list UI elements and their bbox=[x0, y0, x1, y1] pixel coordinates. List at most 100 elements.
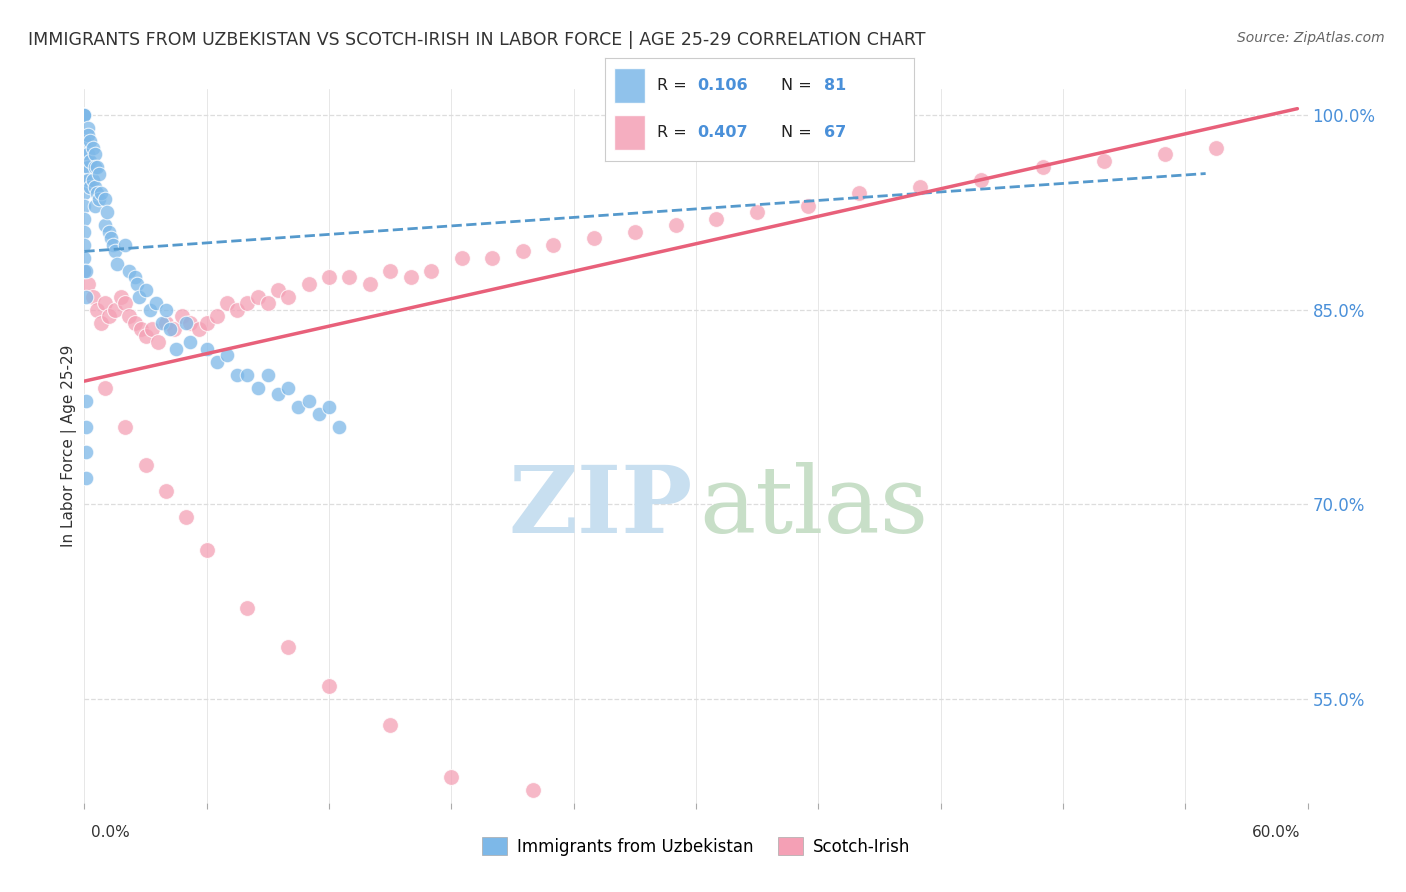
Text: ZIP: ZIP bbox=[508, 462, 692, 551]
Point bbox=[127, 277, 149, 291]
Point bbox=[236, 296, 259, 310]
Point bbox=[97, 310, 120, 324]
Point bbox=[100, 231, 122, 245]
Point bbox=[970, 173, 993, 187]
Bar bbox=[614, 115, 645, 150]
Point bbox=[114, 296, 136, 310]
Point bbox=[159, 322, 181, 336]
Point bbox=[174, 510, 197, 524]
Text: Source: ZipAtlas.com: Source: ZipAtlas.com bbox=[1237, 31, 1385, 45]
Point bbox=[105, 257, 128, 271]
Point bbox=[797, 199, 820, 213]
Point bbox=[481, 251, 503, 265]
Point bbox=[77, 160, 100, 174]
Point bbox=[82, 290, 104, 304]
Point bbox=[318, 679, 340, 693]
Point bbox=[75, 419, 97, 434]
Point bbox=[86, 302, 108, 317]
Point bbox=[179, 335, 201, 350]
Point bbox=[277, 290, 299, 304]
Point bbox=[135, 328, 157, 343]
Point bbox=[90, 316, 112, 330]
Point bbox=[118, 264, 141, 278]
Point bbox=[124, 270, 146, 285]
Point bbox=[75, 264, 97, 278]
Point bbox=[124, 316, 146, 330]
Point bbox=[226, 368, 249, 382]
Point bbox=[512, 244, 534, 259]
Point bbox=[399, 270, 422, 285]
Point bbox=[73, 108, 96, 122]
Point bbox=[79, 153, 101, 168]
Point bbox=[73, 238, 96, 252]
Point bbox=[73, 108, 96, 122]
Text: 67: 67 bbox=[824, 126, 846, 140]
Point bbox=[75, 393, 97, 408]
Text: R =: R = bbox=[657, 126, 692, 140]
Point bbox=[131, 322, 153, 336]
Point bbox=[165, 342, 187, 356]
Point bbox=[665, 219, 688, 233]
Point bbox=[96, 205, 118, 219]
Point bbox=[73, 173, 96, 187]
Point bbox=[73, 108, 96, 122]
Point bbox=[90, 186, 112, 200]
Point bbox=[83, 199, 105, 213]
Point bbox=[73, 211, 96, 226]
Point bbox=[73, 108, 96, 122]
Point bbox=[339, 270, 361, 285]
Point bbox=[217, 296, 239, 310]
Point bbox=[73, 264, 96, 278]
Point bbox=[104, 302, 127, 317]
Point bbox=[440, 770, 463, 784]
Point bbox=[543, 238, 565, 252]
Point bbox=[114, 238, 136, 252]
Point bbox=[318, 400, 340, 414]
Point bbox=[155, 316, 177, 330]
Point bbox=[145, 296, 167, 310]
Point bbox=[624, 225, 647, 239]
Point bbox=[77, 277, 100, 291]
Legend: Immigrants from Uzbekistan, Scotch-Irish: Immigrants from Uzbekistan, Scotch-Irish bbox=[475, 830, 917, 863]
Text: atlas: atlas bbox=[700, 462, 929, 551]
Point bbox=[195, 316, 218, 330]
Point bbox=[1032, 160, 1054, 174]
Point bbox=[135, 458, 157, 473]
Point bbox=[287, 400, 309, 414]
Point bbox=[141, 322, 163, 336]
Point bbox=[138, 302, 160, 317]
Point bbox=[73, 108, 96, 122]
Point bbox=[75, 290, 97, 304]
Point bbox=[93, 296, 115, 310]
Point bbox=[308, 407, 330, 421]
Point bbox=[73, 108, 96, 122]
Point bbox=[205, 354, 228, 368]
Point bbox=[246, 381, 269, 395]
Point bbox=[75, 445, 97, 459]
Point bbox=[848, 186, 870, 200]
Point bbox=[420, 264, 443, 278]
Bar bbox=[614, 69, 645, 103]
Point bbox=[328, 419, 350, 434]
Point bbox=[79, 179, 101, 194]
Point bbox=[73, 160, 96, 174]
Point bbox=[226, 302, 249, 317]
Point bbox=[146, 335, 169, 350]
Point bbox=[77, 128, 100, 142]
Point bbox=[93, 381, 115, 395]
Point bbox=[236, 368, 259, 382]
Text: 0.106: 0.106 bbox=[697, 78, 748, 93]
Text: 60.0%: 60.0% bbox=[1253, 825, 1301, 840]
Point bbox=[174, 316, 197, 330]
Point bbox=[1205, 140, 1227, 154]
Point bbox=[82, 140, 104, 154]
Point bbox=[163, 322, 186, 336]
Point bbox=[83, 160, 105, 174]
Point bbox=[73, 186, 96, 200]
Point bbox=[380, 264, 402, 278]
Point bbox=[73, 108, 96, 122]
Point bbox=[155, 484, 177, 499]
Point bbox=[135, 283, 157, 297]
Point bbox=[118, 310, 141, 324]
Point bbox=[83, 147, 105, 161]
